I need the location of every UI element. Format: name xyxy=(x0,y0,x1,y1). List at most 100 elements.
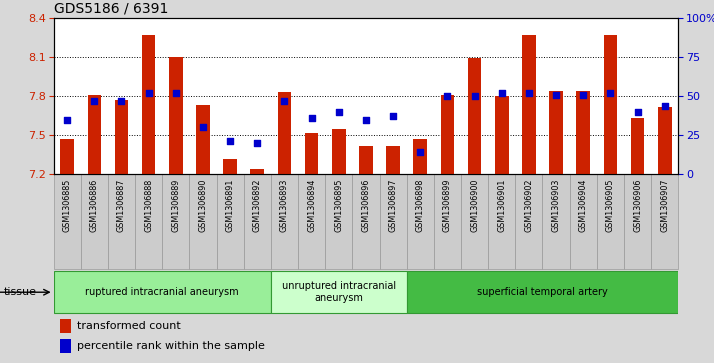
Point xyxy=(469,93,481,99)
Text: GSM1306898: GSM1306898 xyxy=(416,179,425,232)
Bar xyxy=(243,174,271,269)
Bar xyxy=(298,174,325,269)
Bar xyxy=(305,132,318,174)
Point xyxy=(578,92,589,98)
Text: GSM1306889: GSM1306889 xyxy=(171,179,180,232)
Bar xyxy=(359,146,373,174)
Text: GSM1306895: GSM1306895 xyxy=(334,179,343,232)
Bar xyxy=(461,174,488,269)
Bar xyxy=(434,174,461,269)
Point xyxy=(496,90,508,96)
Bar xyxy=(352,174,380,269)
Bar xyxy=(630,118,644,174)
Point xyxy=(388,114,399,119)
Bar xyxy=(60,339,71,352)
Text: GSM1306886: GSM1306886 xyxy=(90,179,99,232)
Text: percentile rank within the sample: percentile rank within the sample xyxy=(77,341,265,351)
Point xyxy=(251,140,263,146)
Bar xyxy=(271,174,298,269)
Point xyxy=(89,98,100,104)
Point xyxy=(143,90,154,96)
Text: GSM1306907: GSM1306907 xyxy=(660,179,669,232)
Point xyxy=(333,109,344,115)
Bar xyxy=(407,174,434,269)
Bar xyxy=(468,58,481,174)
Bar xyxy=(624,174,651,269)
Bar xyxy=(651,174,678,269)
Bar xyxy=(81,174,108,269)
Bar xyxy=(61,139,74,174)
Text: ruptured intracranial aneurysm: ruptured intracranial aneurysm xyxy=(86,287,239,297)
Bar xyxy=(380,174,407,269)
Text: GSM1306894: GSM1306894 xyxy=(307,179,316,232)
Text: GSM1306899: GSM1306899 xyxy=(443,179,452,232)
Bar xyxy=(597,174,624,269)
Point xyxy=(415,150,426,155)
Text: GSM1306896: GSM1306896 xyxy=(361,179,371,232)
Text: GSM1306893: GSM1306893 xyxy=(280,179,289,232)
Text: GSM1306892: GSM1306892 xyxy=(253,179,262,232)
Bar xyxy=(54,174,81,269)
Point xyxy=(116,98,127,104)
Point xyxy=(361,117,372,123)
Text: GSM1306901: GSM1306901 xyxy=(497,179,506,232)
Bar xyxy=(54,271,271,313)
Point xyxy=(170,90,181,96)
Point xyxy=(632,109,643,115)
Text: GSM1306906: GSM1306906 xyxy=(633,179,642,232)
Point xyxy=(61,117,73,123)
Text: GSM1306885: GSM1306885 xyxy=(63,179,71,232)
Text: GSM1306887: GSM1306887 xyxy=(117,179,126,232)
Bar xyxy=(522,35,536,174)
Text: GSM1306904: GSM1306904 xyxy=(579,179,588,232)
Bar xyxy=(495,96,508,174)
Text: GSM1306903: GSM1306903 xyxy=(552,179,560,232)
Bar xyxy=(603,35,617,174)
Bar xyxy=(549,91,563,174)
Bar xyxy=(223,159,237,174)
Point xyxy=(197,125,208,130)
Point xyxy=(278,98,290,104)
Text: transformed count: transformed count xyxy=(77,321,181,331)
Text: unruptured intracranial
aneurysm: unruptured intracranial aneurysm xyxy=(282,281,396,303)
Bar xyxy=(413,139,427,174)
Bar xyxy=(488,174,516,269)
Text: GSM1306888: GSM1306888 xyxy=(144,179,153,232)
Bar xyxy=(108,174,135,269)
Bar xyxy=(407,271,678,313)
Point xyxy=(550,92,562,98)
Bar xyxy=(115,100,129,174)
Text: tissue: tissue xyxy=(4,287,36,297)
Point xyxy=(224,139,236,144)
Bar xyxy=(88,95,101,174)
Bar xyxy=(189,174,216,269)
Point xyxy=(605,90,616,96)
Bar xyxy=(386,146,400,174)
Bar xyxy=(658,107,671,174)
Point xyxy=(523,90,535,96)
Point xyxy=(306,115,317,121)
Bar xyxy=(271,271,407,313)
Bar xyxy=(576,91,590,174)
Text: GSM1306891: GSM1306891 xyxy=(226,179,235,232)
Text: GSM1306900: GSM1306900 xyxy=(470,179,479,232)
Text: GSM1306897: GSM1306897 xyxy=(388,179,398,232)
Bar xyxy=(543,174,570,269)
Text: GSM1306890: GSM1306890 xyxy=(198,179,208,232)
Bar xyxy=(570,174,597,269)
Bar xyxy=(441,95,454,174)
Bar xyxy=(251,169,264,174)
Bar xyxy=(196,105,210,174)
Text: superficial temporal artery: superficial temporal artery xyxy=(477,287,608,297)
Bar xyxy=(516,174,543,269)
Text: GSM1306902: GSM1306902 xyxy=(524,179,533,232)
Bar xyxy=(216,174,243,269)
Bar xyxy=(60,319,71,333)
Text: GSM1306905: GSM1306905 xyxy=(606,179,615,232)
Point xyxy=(659,103,670,109)
Point xyxy=(442,93,453,99)
Bar xyxy=(142,35,156,174)
Bar xyxy=(278,92,291,174)
Bar xyxy=(332,129,346,174)
Bar xyxy=(325,174,352,269)
